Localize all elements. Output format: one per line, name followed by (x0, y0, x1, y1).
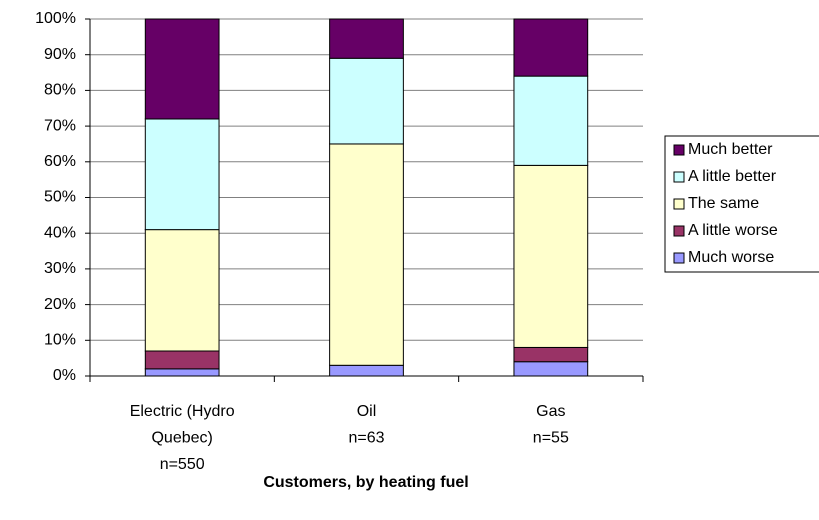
bar-segment (144, 118, 220, 231)
x-axis-title: Customers, by heating fuel (263, 474, 468, 491)
legend-label: A little better (688, 168, 777, 185)
bar-segment (513, 361, 589, 377)
y-tick-label: 100% (35, 10, 76, 27)
y-tick-label: 90% (44, 46, 76, 63)
bar-segment (513, 164, 589, 348)
y-tick-label: 20% (44, 296, 76, 313)
y-tick-label: 40% (44, 224, 76, 241)
y-tick-label: 70% (44, 117, 76, 134)
x-tick-label: n=55 (533, 430, 569, 447)
legend-swatch (673, 252, 685, 264)
bar-segment (144, 18, 220, 120)
bar-segment (329, 57, 404, 145)
legend-box (664, 135, 819, 273)
bar-segment (329, 18, 404, 59)
bar-segment (144, 350, 220, 370)
legend-swatch (673, 171, 685, 183)
bar-segment (329, 364, 404, 377)
bar-segment (329, 143, 404, 366)
legend-label: The same (688, 195, 759, 212)
x-tick-label: Electric (Hydro (130, 403, 235, 420)
y-tick-label: 60% (44, 153, 76, 170)
x-tick-label: n=550 (160, 456, 205, 473)
x-tick-label: n=63 (348, 430, 384, 447)
legend-label: Much better (688, 141, 773, 158)
bar-segment (513, 346, 589, 363)
legend-swatch (673, 225, 685, 237)
bar-segment (513, 18, 589, 77)
y-tick-label: 50% (44, 189, 76, 206)
bar-segment (144, 229, 220, 352)
bar-segment (513, 75, 589, 166)
legend-label: Much worse (688, 249, 774, 266)
x-tick-label: Oil (357, 403, 377, 420)
y-tick-label: 10% (44, 332, 76, 349)
x-tick-label: Quebec) (151, 430, 212, 447)
legend-swatch (673, 144, 685, 156)
x-tick-label: Gas (536, 403, 565, 420)
y-tick-label: 30% (44, 260, 76, 277)
y-tick-label: 0% (53, 367, 76, 384)
legend-label: A little worse (688, 222, 778, 239)
y-tick-label: 80% (44, 82, 76, 99)
legend-swatch (673, 198, 685, 210)
bar-segment (144, 368, 220, 377)
